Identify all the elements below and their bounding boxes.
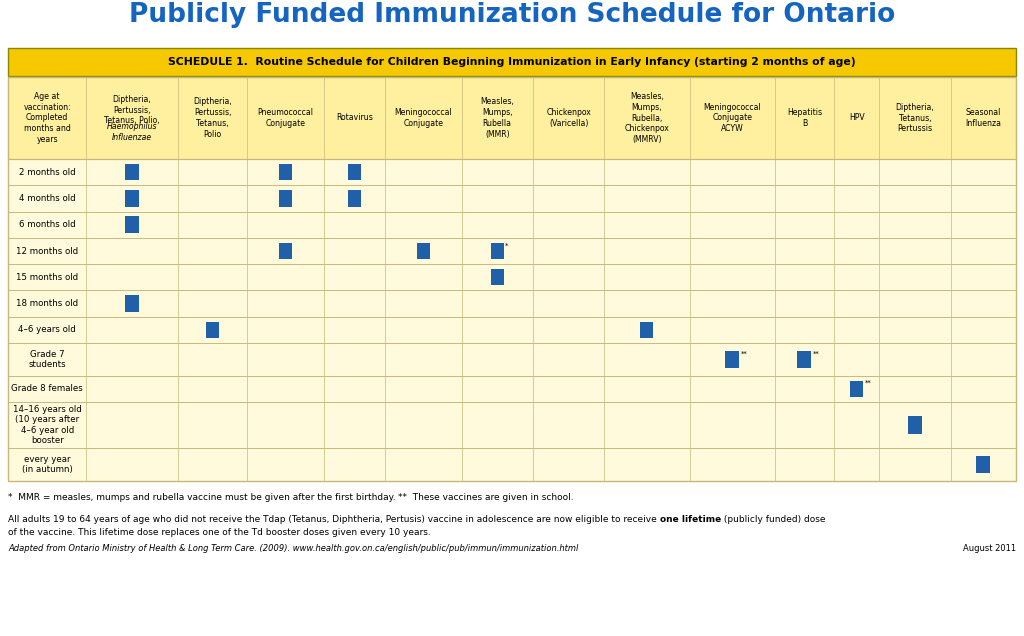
Text: of the vaccine. This lifetime dose replaces one of the Td booster doses given ev: of the vaccine. This lifetime dose repla… (8, 528, 431, 537)
Text: *  MMR = measles, mumps and rubella vaccine must be given after the first birthd: * MMR = measles, mumps and rubella vacci… (8, 493, 395, 502)
Bar (126, 164, 138, 181)
Text: **  These vaccines are given in school.: ** These vaccines are given in school. (398, 493, 573, 502)
Bar (8, 238, 1016, 264)
Text: Hepatitis
B: Hepatitis B (786, 108, 822, 128)
Text: Adapted from Ontario Ministry of Health & Long Term Care. (2009). www.health.gov: Adapted from Ontario Ministry of Health … (8, 544, 579, 553)
Text: Grade 8 females: Grade 8 females (11, 385, 83, 394)
Text: 12 months old: 12 months old (16, 247, 78, 256)
Text: Measles,
Mumps,
Rubella
(MMR): Measles, Mumps, Rubella (MMR) (480, 97, 514, 139)
Text: Haemophilus
Influenzae: Haemophilus Influenzae (106, 122, 158, 142)
Text: All adults 19 to 64 years of age who did not receive the Tdap (Tetanus, Diphther: All adults 19 to 64 years of age who did… (8, 515, 659, 524)
Text: Publicly Funded Immunization Schedule for Ontario: Publicly Funded Immunization Schedule fo… (129, 2, 895, 28)
Text: Diptheria,
Pertussis,
Tetanus,
Polio: Diptheria, Pertussis, Tetanus, Polio (194, 97, 231, 139)
Text: HPV: HPV (849, 113, 864, 123)
Bar (8, 77, 1016, 159)
Text: 6 months old: 6 months old (18, 220, 76, 229)
Bar (640, 322, 653, 338)
Bar (126, 216, 138, 233)
Text: Diptheria,
Tetanus,
Pertussis: Diptheria, Tetanus, Pertussis (896, 103, 935, 134)
Bar (8, 376, 1016, 402)
Bar (8, 448, 1016, 481)
Text: Pneumococcal
Conjugate: Pneumococcal Conjugate (258, 108, 313, 128)
Bar (490, 243, 504, 259)
Text: Meningococcal
Conjugate
ACYW: Meningococcal Conjugate ACYW (703, 103, 761, 134)
Bar (8, 264, 1016, 291)
Text: Grade 7
students: Grade 7 students (29, 350, 66, 369)
Text: 4 months old: 4 months old (18, 194, 76, 203)
Text: Chickenpox
(Varicella): Chickenpox (Varicella) (546, 108, 591, 128)
Bar (908, 417, 922, 434)
Text: Meningococcal
Conjugate: Meningococcal Conjugate (394, 108, 452, 128)
Bar (8, 317, 1016, 343)
Bar (8, 212, 1016, 238)
Bar (850, 381, 863, 398)
Text: Seasonal
Influenza: Seasonal Influenza (966, 108, 1001, 128)
Text: Rotavirus: Rotavirus (336, 113, 373, 123)
Bar (280, 243, 292, 259)
Bar (8, 402, 1016, 448)
Bar (976, 456, 990, 473)
Bar (8, 159, 1016, 185)
Text: **: ** (813, 350, 820, 356)
Bar (798, 350, 811, 368)
Text: Diptheria,
Pertussis,
Tetanus, Polio,: Diptheria, Pertussis, Tetanus, Polio, (104, 95, 160, 125)
Bar (725, 350, 739, 368)
Text: 18 months old: 18 months old (16, 299, 78, 308)
Text: 14–16 years old
(10 years after
4–6 year old
booster: 14–16 years old (10 years after 4–6 year… (12, 405, 82, 445)
Text: Measles,
Mumps,
Rubella,
Chickenpox
(MMRV): Measles, Mumps, Rubella, Chickenpox (MMR… (625, 92, 670, 144)
Bar (348, 164, 361, 181)
Bar (280, 164, 292, 181)
Text: *: * (505, 242, 509, 248)
Text: one lifetime: one lifetime (659, 515, 721, 524)
Text: August 2011: August 2011 (963, 544, 1016, 553)
Bar (490, 269, 504, 286)
Text: Age at
vaccination:
Completed
months and
years: Age at vaccination: Completed months and… (24, 92, 71, 144)
Text: every year
(in autumn): every year (in autumn) (22, 455, 73, 474)
Bar (280, 190, 292, 207)
Text: **: ** (865, 380, 871, 386)
Bar (8, 185, 1016, 212)
Text: (publicly funded) dose: (publicly funded) dose (721, 515, 825, 524)
Text: 4–6 years old: 4–6 years old (18, 326, 76, 335)
Bar (8, 343, 1016, 376)
Text: **: ** (740, 350, 748, 356)
Bar (417, 243, 430, 259)
Bar (8, 291, 1016, 317)
Bar (206, 322, 219, 338)
Text: 15 months old: 15 months old (16, 273, 78, 282)
Bar (126, 190, 138, 207)
Bar (8, 77, 1016, 481)
Text: SCHEDULE 1.  Routine Schedule for Children Beginning Immunization in Early Infan: SCHEDULE 1. Routine Schedule for Childre… (168, 57, 856, 67)
Bar (126, 295, 138, 312)
Text: 2 months old: 2 months old (18, 168, 76, 177)
Bar (8, 48, 1016, 76)
Bar (348, 190, 361, 207)
